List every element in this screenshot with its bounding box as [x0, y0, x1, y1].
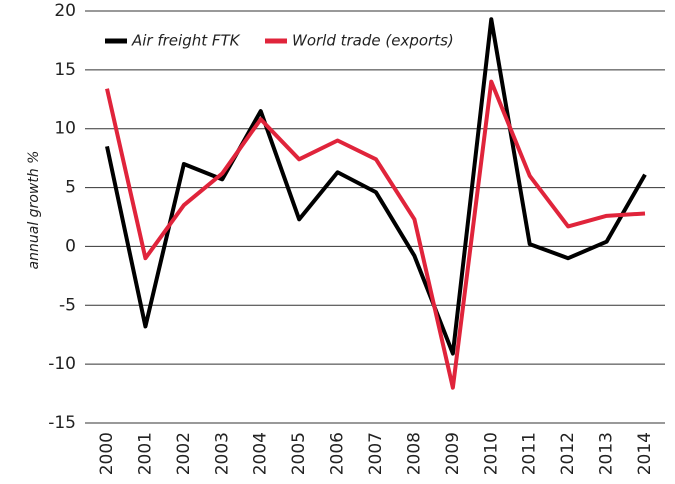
x-tick-label: 2001	[135, 432, 155, 475]
x-tick-label: 2008	[404, 432, 424, 475]
x-tick-label: 2014	[635, 432, 655, 475]
x-tick-label: 2012	[558, 432, 578, 475]
x-tick-label: 2010	[481, 432, 501, 475]
y-tick-label: -5	[59, 295, 76, 315]
y-tick-label: 20	[54, 1, 76, 21]
legend-label: World trade (exports)	[292, 32, 454, 50]
series-line	[105, 17, 647, 356]
x-tick-label: 2006	[328, 432, 348, 475]
x-tick-label: 2000	[97, 432, 117, 475]
y-tick-label: 5	[65, 178, 76, 198]
x-tick-label: 2002	[174, 432, 194, 475]
x-tick-label: 2004	[251, 432, 271, 475]
x-tick-label: 2011	[520, 432, 540, 475]
x-tick-label: 2003	[212, 432, 232, 475]
y-tick-label: 0	[65, 236, 76, 256]
x-tick-label: 2013	[597, 432, 617, 475]
series-line	[105, 79, 646, 390]
y-axis-label: annual growth %	[26, 151, 42, 270]
y-tick-label: 10	[54, 119, 76, 139]
x-tick-label: 2007	[366, 432, 386, 475]
y-tick-label: -10	[48, 354, 76, 374]
x-tick-label: 2005	[289, 432, 309, 475]
legend-label: Air freight FTK	[131, 32, 241, 50]
y-tick-label: -15	[48, 413, 76, 433]
x-tick-label: 2009	[443, 432, 463, 475]
y-tick-label: 15	[54, 60, 76, 80]
